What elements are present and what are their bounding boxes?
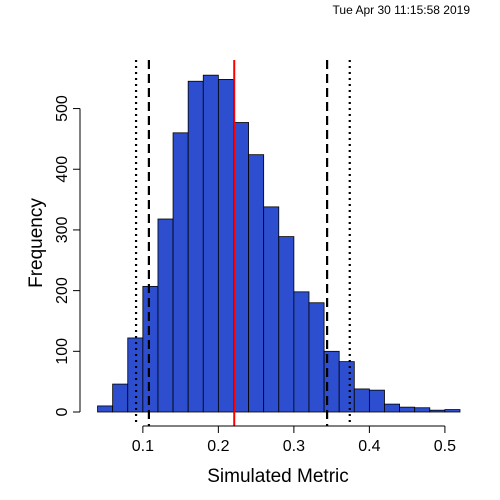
timestamp: Tue Apr 30 11:15:58 2019 (332, 3, 470, 17)
histogram-bar (353, 388, 370, 413)
histogram-bar (217, 79, 234, 413)
reference-lines (134, 60, 351, 426)
y-axis: 0 100 200 300 400 500 (54, 95, 81, 416)
x-axis-title: Simulated Metric (207, 466, 349, 487)
histogram-bar (112, 383, 129, 413)
histogram-bar (368, 389, 385, 413)
histogram-bar (429, 409, 446, 413)
x-tick-label: 0.2 (207, 438, 229, 455)
histogram-bar (248, 154, 265, 413)
y-axis-title: Frequency (26, 198, 47, 288)
histogram-bar (233, 122, 249, 413)
histogram-bar (172, 132, 189, 413)
histogram-bar (308, 302, 325, 413)
histogram-bar (263, 206, 280, 413)
histogram-bar (202, 74, 219, 413)
x-tick-label: 0.1 (132, 438, 154, 455)
histogram-bar (414, 407, 431, 413)
y-tick-label: 500 (54, 95, 71, 122)
histogram-bar (157, 218, 174, 413)
y-tick-label: 0 (54, 407, 71, 416)
y-tick-label: 400 (54, 156, 71, 183)
x-tick-label: 0.3 (283, 438, 305, 455)
histogram-bar (399, 406, 416, 413)
x-tick-label: 0.4 (358, 438, 380, 455)
y-tick-label: 300 (54, 216, 71, 243)
x-axis: 0.1 0.2 0.3 0.4 0.5 (132, 425, 456, 455)
histogram-bar (444, 409, 461, 413)
histogram-bars (97, 74, 461, 413)
histogram-bar (142, 285, 159, 413)
y-tick-label: 200 (54, 277, 71, 304)
histogram-bar (187, 80, 204, 413)
histogram-bar (338, 361, 355, 413)
histogram-bar (278, 236, 295, 413)
histogram-bar (384, 403, 400, 413)
histogram-bar (293, 291, 310, 413)
y-tick-label: 100 (54, 338, 71, 365)
x-tick-label: 0.5 (434, 438, 456, 455)
histogram-bar (97, 405, 114, 413)
